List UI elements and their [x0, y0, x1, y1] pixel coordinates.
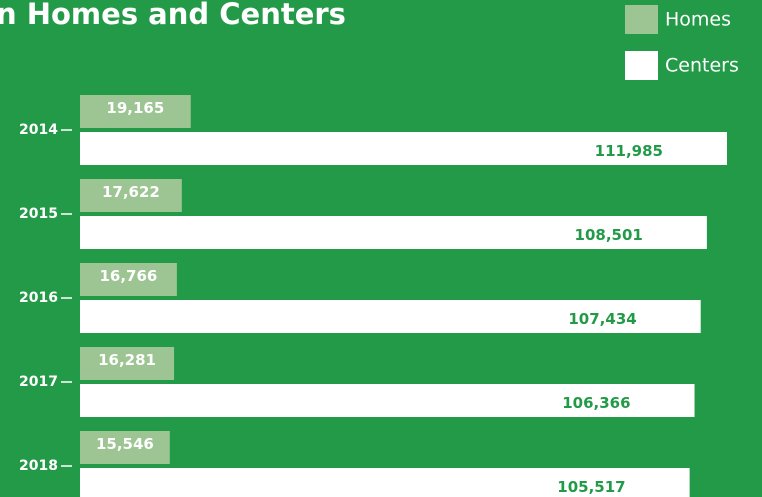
bar — [80, 95, 191, 128]
legend-swatch — [625, 51, 658, 80]
legend-swatch — [625, 5, 658, 34]
value-label: 111,985 — [595, 142, 663, 160]
bar — [80, 347, 175, 380]
y-tick-label: 2016 — [19, 290, 58, 306]
value-label: 106,366 — [562, 394, 630, 412]
value-label: 105,517 — [557, 478, 625, 496]
bar — [80, 179, 182, 212]
bar — [80, 431, 170, 464]
y-tick-label: 2018 — [19, 458, 58, 474]
value-label: 15,546 — [96, 435, 154, 453]
bar — [80, 468, 690, 497]
bar — [80, 216, 707, 249]
value-label: 19,165 — [106, 99, 164, 117]
value-label: 17,622 — [102, 183, 160, 201]
bar — [80, 263, 177, 296]
value-label: 108,501 — [575, 226, 643, 244]
y-tick-label: 2014 — [19, 122, 58, 138]
value-label: 16,281 — [98, 351, 156, 369]
chart-title: n Homes and Centers — [0, 0, 346, 31]
value-label: 107,434 — [568, 310, 636, 328]
y-tick-label: 2015 — [19, 206, 58, 222]
y-tick-label: 2017 — [19, 374, 58, 390]
value-label: 16,766 — [99, 267, 157, 285]
legend-label: Homes — [665, 9, 731, 31]
bar — [80, 384, 695, 417]
bar — [80, 132, 727, 165]
bar — [80, 300, 701, 333]
legend-label: Centers — [665, 55, 739, 77]
